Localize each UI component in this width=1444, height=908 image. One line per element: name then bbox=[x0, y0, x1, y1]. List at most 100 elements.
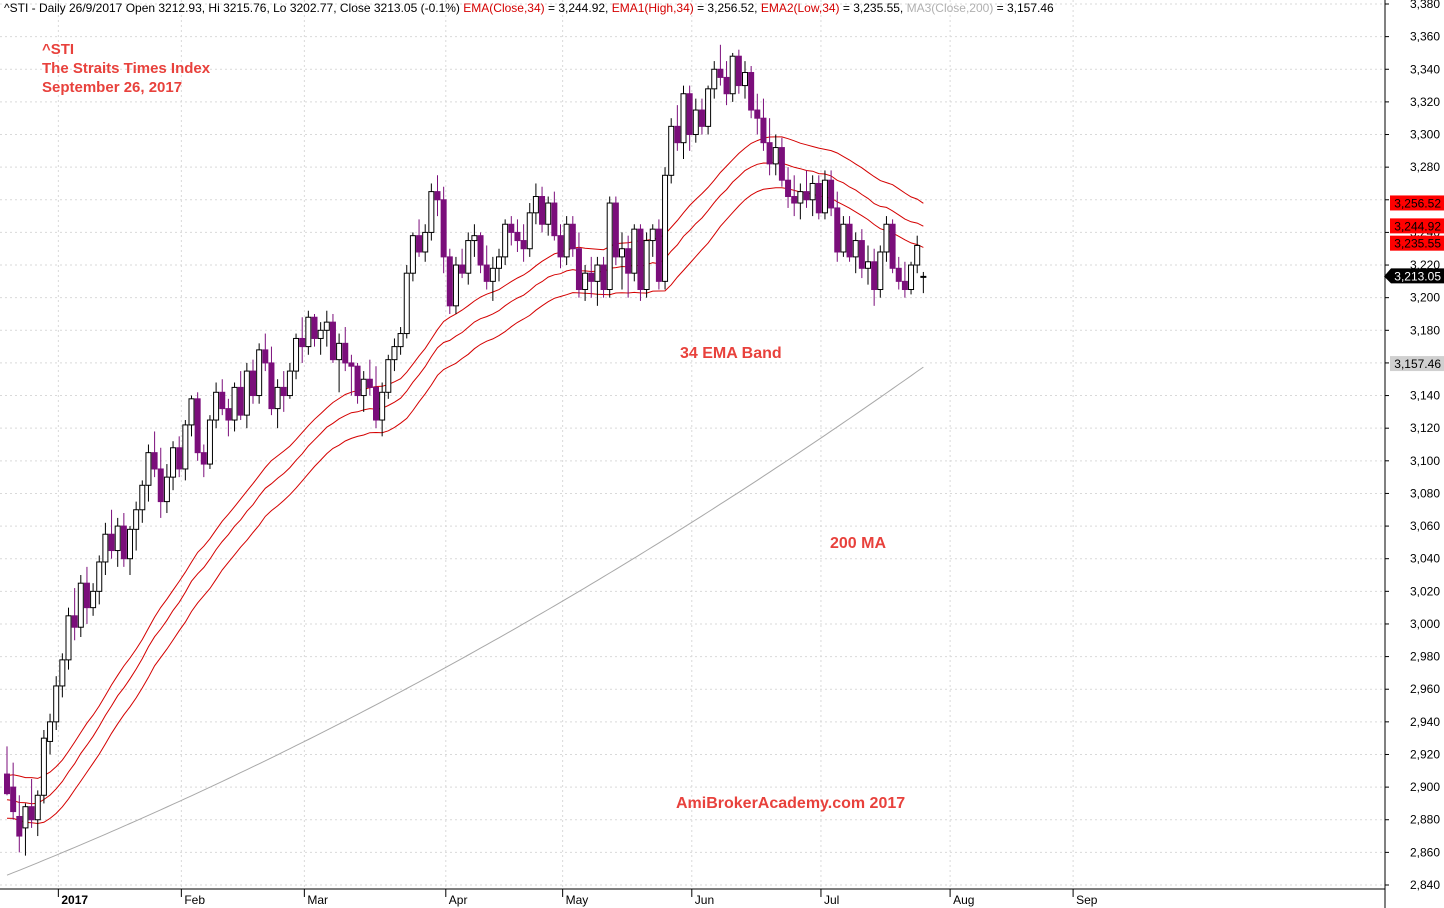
candle-body-down bbox=[416, 235, 423, 253]
grid-lines bbox=[0, 0, 1385, 889]
candle-body-down bbox=[225, 408, 232, 421]
candle-body-up bbox=[188, 398, 195, 426]
candle-body-down bbox=[901, 280, 908, 291]
tag-ema-low-label: 3,235.55 bbox=[1394, 237, 1441, 251]
x-tick-label: Feb bbox=[184, 893, 205, 907]
y-tick-label: 2,860 bbox=[1410, 845, 1440, 859]
candle-body-down bbox=[698, 109, 705, 127]
candle-body-up bbox=[526, 212, 533, 250]
candle-body-down bbox=[83, 582, 90, 609]
candle-body-up bbox=[90, 590, 97, 609]
tag-ema-high-bg bbox=[1390, 195, 1444, 211]
title-name: The Straits Times Index bbox=[42, 60, 211, 77]
candle-body-down bbox=[329, 321, 336, 361]
ema-low-line bbox=[6, 187, 924, 825]
candle-body-up bbox=[452, 264, 459, 307]
candle-body-up bbox=[409, 235, 416, 274]
candle-body-up bbox=[471, 235, 478, 242]
tag-ema-high-label: 3,256.52 bbox=[1394, 196, 1441, 210]
candle-body-up bbox=[53, 685, 60, 723]
candle-body-up bbox=[797, 191, 804, 204]
indicator-lines bbox=[6, 136, 924, 876]
x-tick-label: Apr bbox=[449, 893, 468, 907]
candle-body-up bbox=[34, 794, 41, 821]
candle-body-up bbox=[489, 267, 496, 282]
candle-body-up bbox=[742, 72, 748, 87]
y-tick-label: 3,140 bbox=[1410, 389, 1440, 403]
candle-body-up bbox=[692, 109, 699, 136]
y-tick-label: 3,000 bbox=[1410, 617, 1440, 631]
candle-body-up bbox=[317, 329, 324, 339]
candle-body-down bbox=[366, 378, 373, 388]
candle-body-up bbox=[914, 244, 921, 266]
candle-body-up bbox=[496, 256, 502, 269]
title-date: September 26, 2017 bbox=[42, 79, 182, 96]
candle-body-down bbox=[557, 235, 564, 258]
candle-body-down bbox=[569, 223, 576, 250]
tag-close-bg bbox=[1384, 268, 1444, 284]
candle-body-down bbox=[575, 248, 582, 291]
candle-body-down bbox=[354, 365, 361, 397]
ema-high-line bbox=[6, 136, 924, 779]
candle-body-up bbox=[139, 484, 146, 511]
y-tick-label: 2,900 bbox=[1410, 780, 1440, 794]
candle-body-up bbox=[662, 174, 669, 282]
ema1-label: EMA1(High,34) bbox=[612, 1, 694, 15]
candle-body-up bbox=[428, 191, 435, 233]
ma200-line bbox=[6, 366, 924, 876]
y-tick-label: 2,840 bbox=[1410, 878, 1440, 892]
candle-body-down bbox=[120, 525, 127, 560]
ema-value: = 3,244.92, bbox=[548, 1, 612, 15]
watermark-text: AmiBrokerAcademy.com 2017 bbox=[676, 795, 905, 812]
candle-body-up bbox=[213, 391, 220, 421]
candle-body-down bbox=[16, 815, 23, 837]
candle-body-down bbox=[655, 228, 662, 282]
candle-body-down bbox=[348, 362, 355, 367]
candle-body-up bbox=[705, 88, 712, 127]
candle-body-up bbox=[286, 370, 293, 397]
y-tick-label: 3,120 bbox=[1410, 421, 1440, 435]
candle-body-up bbox=[182, 424, 189, 470]
tag-ma200-label: 3,157.46 bbox=[1394, 357, 1441, 371]
candle-body-up bbox=[40, 737, 47, 796]
y-tick-label: 3,280 bbox=[1410, 160, 1440, 174]
candle-body-down bbox=[674, 125, 681, 144]
x-tick-label: 2017 bbox=[61, 893, 88, 907]
candle-body-down bbox=[766, 142, 773, 165]
candle-body-down bbox=[785, 179, 792, 198]
candle-body-down bbox=[446, 256, 453, 307]
candle-body-down bbox=[268, 362, 275, 410]
candle-body-up bbox=[274, 386, 281, 410]
y-tick-label: 2,880 bbox=[1410, 813, 1440, 827]
tag-close-label: 3,213.05 bbox=[1394, 269, 1441, 283]
candle-body-down bbox=[889, 223, 896, 269]
candle-body-down bbox=[200, 452, 207, 465]
candle-body-up bbox=[729, 55, 736, 95]
candle-body-down bbox=[440, 199, 447, 258]
candle-body-down bbox=[625, 248, 632, 274]
candle-body-up bbox=[422, 231, 429, 253]
ema-label: EMA(Close,34) bbox=[463, 1, 544, 15]
candle-body-up bbox=[65, 615, 72, 661]
candle-body-down bbox=[176, 447, 183, 470]
candle-body-down bbox=[858, 240, 865, 269]
candle-body-down bbox=[748, 72, 755, 111]
y-tick-label: 2,920 bbox=[1410, 747, 1440, 761]
candle-body-down bbox=[151, 452, 158, 470]
candle-body-down bbox=[760, 117, 767, 144]
candle-body-up bbox=[502, 223, 509, 258]
candle-body-down bbox=[434, 191, 441, 201]
y-tick-label: 3,380 bbox=[1410, 0, 1440, 11]
candle-body-up bbox=[619, 248, 625, 258]
x-tick-label: Mar bbox=[307, 893, 328, 907]
candle-body-down bbox=[4, 773, 10, 795]
candle-body-down bbox=[791, 196, 798, 204]
y-tick-label: 2,940 bbox=[1410, 715, 1440, 729]
candle-body-up bbox=[256, 349, 263, 397]
candle-body-up bbox=[649, 228, 656, 242]
y-tick-label: 3,180 bbox=[1410, 323, 1440, 337]
header-info: ^STI - Daily 26/9/2017 Open 3212.93, Hi … bbox=[4, 1, 460, 15]
ema1-value: = 3,256.52, bbox=[697, 1, 761, 15]
y-tick-label: 3,200 bbox=[1410, 291, 1440, 305]
